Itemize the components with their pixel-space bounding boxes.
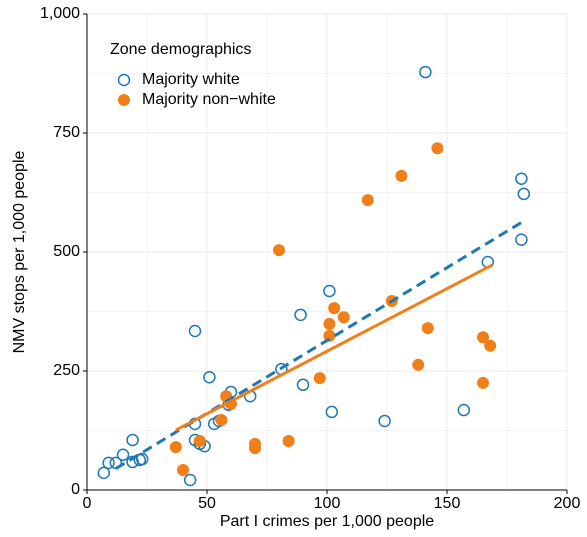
point	[296, 378, 310, 392]
point	[215, 414, 228, 427]
x-tick-label: 150	[434, 495, 461, 512]
marks	[97, 65, 531, 487]
point	[337, 311, 350, 324]
point	[313, 372, 326, 385]
point	[477, 376, 489, 389]
y-tick-label: 0	[71, 481, 80, 498]
point	[477, 331, 489, 344]
x-tick-label: 0	[83, 495, 92, 512]
x-axis-label: Part I crimes per 1,000 people	[220, 513, 434, 530]
point	[102, 456, 115, 470]
point	[183, 473, 197, 487]
point	[421, 322, 434, 335]
point	[135, 452, 149, 466]
legend-marker	[117, 73, 131, 87]
point	[116, 448, 130, 462]
point	[378, 414, 391, 428]
point	[177, 464, 189, 477]
x-tick-label: 200	[554, 495, 581, 512]
point	[323, 317, 336, 330]
point	[188, 324, 202, 338]
point	[412, 358, 425, 371]
point	[419, 65, 432, 79]
legend-label: Majority white	[142, 71, 240, 88]
point	[517, 187, 531, 201]
point	[323, 284, 336, 298]
point	[395, 169, 408, 182]
point	[457, 403, 471, 417]
point	[328, 302, 341, 315]
point	[273, 244, 285, 257]
point	[169, 441, 182, 454]
point	[325, 405, 339, 419]
point	[484, 339, 497, 352]
x-tick-label: 50	[198, 495, 216, 512]
point	[294, 308, 307, 322]
point	[97, 466, 111, 480]
point	[203, 370, 216, 384]
trend-line	[175, 263, 494, 432]
legend: Zone demographics Majority white Majority…	[110, 41, 276, 108]
point	[431, 142, 444, 155]
y-axis-label: NMV stops per 1,000 people	[11, 151, 28, 354]
point	[249, 442, 261, 455]
point	[193, 434, 206, 447]
y-tick-label: 1,000	[40, 5, 80, 22]
legend-title: Zone demographics	[110, 41, 251, 58]
point	[282, 434, 295, 447]
legend-label: Majority non−white	[142, 91, 276, 108]
point	[515, 172, 528, 185]
legend-marker	[118, 94, 130, 106]
point	[515, 233, 528, 246]
y-tick-label: 250	[53, 362, 80, 379]
x-tick-label: 100	[314, 495, 341, 512]
y-tick-label: 500	[53, 243, 80, 260]
point	[126, 433, 139, 447]
y-tick-label: 750	[53, 124, 80, 141]
point	[361, 194, 374, 207]
